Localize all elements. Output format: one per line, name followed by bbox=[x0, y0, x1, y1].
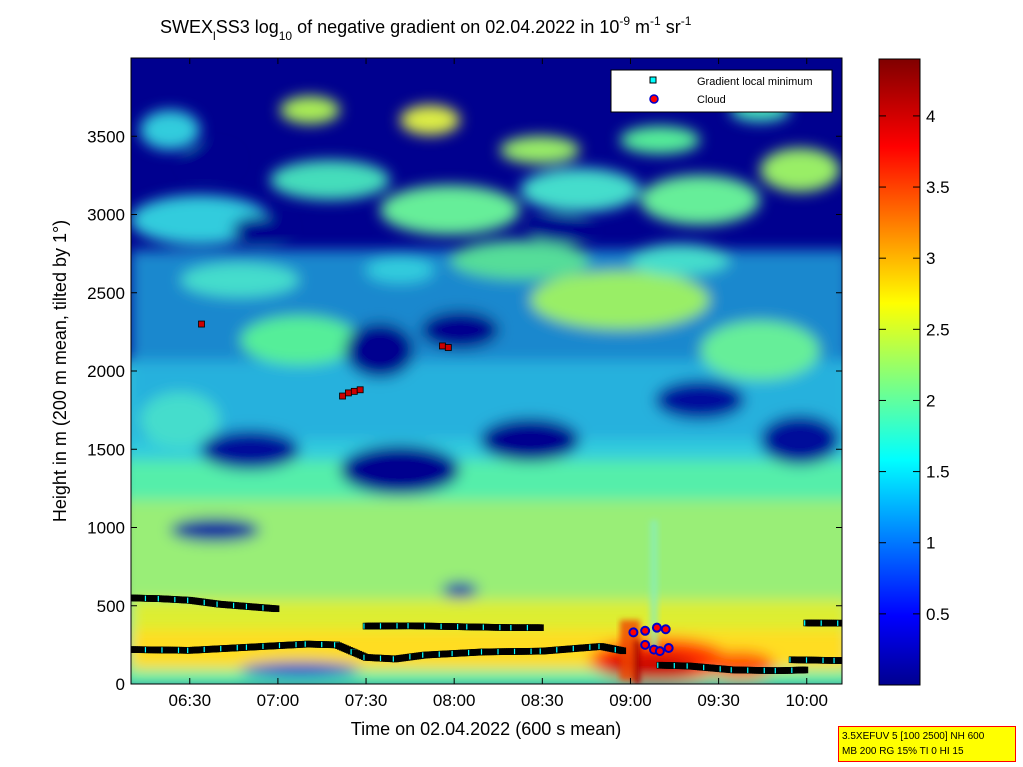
colorbar-gradient bbox=[879, 59, 920, 685]
gradient-minimum-marker bbox=[850, 658, 856, 664]
gradient-minimum-layers bbox=[131, 594, 878, 674]
gradient-minimum-marker bbox=[872, 621, 878, 627]
cloud-marker bbox=[198, 320, 205, 328]
gradient-minimum-marker bbox=[872, 658, 878, 664]
colorbar: 0.5 1 1.5 2 2.5 3 3.5 4 bbox=[878, 58, 950, 686]
chart-title: SWEXlSS3 log10 of negative gradient on 0… bbox=[160, 14, 692, 43]
y-axis: 0 500 1000 1500 2000 2500 3000 3500 bbox=[87, 127, 842, 694]
gradient-minimum-marker bbox=[866, 658, 872, 664]
legend-label-minimum: Gradient local minimum bbox=[697, 76, 813, 88]
y-tick-label: 3000 bbox=[87, 206, 125, 225]
info-line-2: MB 200 RG 15% TI 0 HI 15 bbox=[842, 746, 964, 757]
gradient-minimum-marker bbox=[840, 619, 842, 627]
gradient-minimum-marker bbox=[848, 658, 854, 664]
cloud-base-marker bbox=[628, 627, 639, 638]
cloud-base-marker bbox=[654, 646, 665, 657]
gradient-minimum-marker bbox=[857, 658, 863, 664]
gradient-minimum-marker bbox=[866, 621, 872, 627]
x-tick-label: 07:30 bbox=[345, 691, 388, 710]
gradient-minimum-marker bbox=[859, 620, 865, 626]
x-axis-label: Time on 02.04.2022 (600 s mean) bbox=[351, 719, 622, 739]
colorbar-tick-label: 3 bbox=[926, 249, 935, 268]
x-axis: 06:30 07:00 07:30 08:00 08:30 09:00 09:30 10:00 bbox=[168, 58, 828, 710]
gradient-minimum-marker bbox=[870, 658, 876, 664]
colorbar-tick-label: 2.5 bbox=[926, 320, 950, 339]
cloud-base-marker bbox=[660, 624, 671, 635]
y-axis-label: Height in m (200 m mean, tilted by 1°) bbox=[50, 220, 70, 522]
gradient-minimum-marker bbox=[861, 620, 867, 626]
y-tick-label: 1500 bbox=[87, 440, 125, 459]
cloud-base-marker bbox=[663, 643, 674, 654]
colorbar-tick-label: 1.5 bbox=[926, 463, 950, 482]
gradient-minimum-marker bbox=[851, 620, 857, 626]
gradient-minimum-marker bbox=[844, 620, 850, 626]
gradient-minimum-marker bbox=[272, 605, 280, 613]
x-tick-label: 08:30 bbox=[521, 691, 564, 710]
cloud-marker bbox=[345, 389, 352, 397]
legend: Gradient local minimum Cloud bbox=[610, 69, 833, 113]
cloud-base-marker bbox=[651, 622, 662, 633]
gradient-minimum-marker bbox=[537, 624, 544, 631]
gradient-minimum-marker bbox=[855, 658, 861, 664]
gradient-minimum-marker bbox=[619, 647, 627, 655]
colorbar-tick-label: 3.5 bbox=[926, 178, 950, 197]
y-tick-label: 2500 bbox=[87, 284, 125, 303]
gradient-minimum-marker bbox=[801, 666, 809, 674]
cloud-base-marker bbox=[640, 625, 651, 636]
x-tick-label: 06:30 bbox=[168, 691, 211, 710]
colorbar-frame bbox=[878, 58, 921, 686]
x-tick-label: 10:00 bbox=[785, 691, 828, 710]
colorbar-tick-label: 2 bbox=[926, 391, 935, 410]
colorbar-tick-label: 0.5 bbox=[926, 605, 950, 624]
gradient-minimum-marker bbox=[850, 620, 856, 626]
gradient-minimum-marker bbox=[853, 620, 859, 626]
y-tick-label: 500 bbox=[97, 597, 125, 616]
gradient-minimum-marker bbox=[842, 620, 848, 626]
parameter-info-box: 3.5XEFUV 5 [100 2500] NH 600 MB 200 RG 1… bbox=[838, 726, 1016, 762]
gradient-minimum-marker bbox=[855, 620, 861, 626]
gradient-minimum-marker bbox=[851, 658, 857, 664]
gradient-minimum-marker bbox=[846, 658, 852, 664]
gradient-minimum-marker bbox=[842, 658, 848, 664]
y-tick-label: 3500 bbox=[87, 127, 125, 146]
heatmap-field bbox=[131, 58, 842, 684]
cloud-base-marker bbox=[640, 639, 651, 650]
gradient-minimum-marker bbox=[846, 620, 852, 626]
x-tick-label: 09:00 bbox=[609, 691, 652, 710]
gradient-minimum-marker bbox=[840, 657, 842, 664]
y-tick-label: 2000 bbox=[87, 362, 125, 381]
colorbar-tick-label: 4 bbox=[926, 107, 935, 126]
y-tick-label: 1000 bbox=[87, 519, 125, 538]
gradient-minimum-marker bbox=[859, 658, 865, 664]
gradient-minimum-marker bbox=[864, 621, 870, 627]
gradient-minimum-marker bbox=[844, 658, 850, 664]
gradient-minimum-marker bbox=[863, 658, 869, 664]
x-tick-label: 09:30 bbox=[697, 691, 740, 710]
cloud-marker bbox=[339, 392, 346, 400]
gradient-minimum-marker bbox=[863, 621, 869, 627]
cloud-marker bbox=[444, 344, 452, 351]
cloud-marker bbox=[356, 386, 364, 394]
x-tick-label: 07:00 bbox=[257, 691, 300, 710]
gradient-minimum-marker bbox=[868, 621, 874, 627]
legend-square-icon bbox=[649, 76, 657, 84]
gradient-minimum-marker bbox=[857, 620, 863, 626]
gradient-minimum-marker bbox=[870, 621, 876, 627]
cloud-marker bbox=[350, 387, 358, 395]
gradient-minimum-marker bbox=[864, 658, 870, 664]
gradient-minimum-marker bbox=[861, 658, 867, 664]
info-line-1: 3.5XEFUV 5 [100 2500] NH 600 bbox=[842, 731, 985, 742]
gradient-minimum-marker bbox=[848, 620, 854, 626]
x-tick-label: 08:00 bbox=[433, 691, 476, 710]
colorbar-tick-label: 1 bbox=[926, 534, 935, 553]
y-tick-label: 0 bbox=[116, 675, 125, 694]
legend-label-cloud: Cloud bbox=[697, 94, 726, 106]
cloud-markers bbox=[198, 320, 674, 657]
legend-box bbox=[610, 69, 833, 113]
gradient-minimum-marker bbox=[853, 658, 859, 664]
gradient-minimum-marker bbox=[868, 658, 874, 664]
cloud-marker bbox=[439, 342, 446, 350]
legend-circle-icon bbox=[649, 94, 659, 104]
